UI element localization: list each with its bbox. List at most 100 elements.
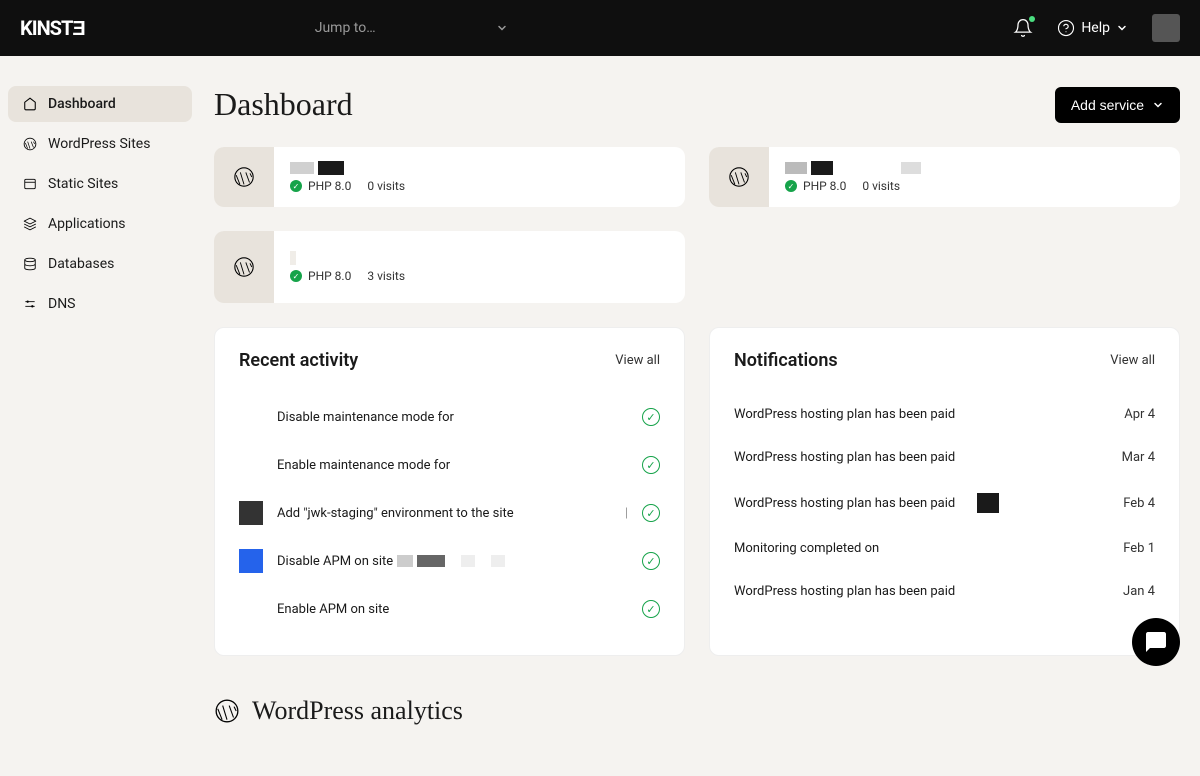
success-icon: ✓ — [642, 408, 660, 426]
success-icon: ✓ — [642, 456, 660, 474]
site-icon-box — [214, 231, 274, 303]
chevron-down-icon — [1116, 22, 1128, 34]
notification-item[interactable]: WordPress hosting plan has been paid Mar… — [734, 436, 1155, 479]
php-version: PHP 8.0 — [308, 179, 351, 193]
sidebar-item-databases[interactable]: Databases — [8, 246, 192, 282]
question-circle-icon — [1057, 19, 1075, 37]
wordpress-icon — [214, 698, 240, 724]
sidebar: Dashboard WordPress Sites Static Sites A… — [0, 56, 200, 776]
activity-item[interactable]: Disable APM on site ✓ — [239, 537, 660, 585]
browser-icon — [22, 176, 38, 192]
success-icon: ✓ — [642, 600, 660, 618]
activity-avatar — [239, 549, 263, 573]
visits-count: 0 visits — [367, 179, 405, 193]
add-service-label: Add service — [1071, 97, 1144, 113]
jump-to-dropdown[interactable]: Jump to… — [315, 20, 508, 36]
php-version: PHP 8.0 — [803, 179, 846, 193]
site-meta: ✓ PHP 8.0 0 visits — [290, 179, 669, 193]
activity-text: Disable maintenance mode for — [277, 410, 628, 425]
panel-title: Recent activity — [239, 350, 358, 371]
sidebar-item-label: Static Sites — [48, 176, 118, 192]
recent-activity-panel: Recent activity View all Disable mainten… — [214, 327, 685, 656]
layers-icon — [22, 216, 38, 232]
activity-avatar — [239, 597, 263, 621]
visits-count: 0 visits — [862, 179, 900, 193]
database-icon — [22, 256, 38, 272]
panels-grid: Recent activity View all Disable mainten… — [214, 327, 1180, 656]
activity-item[interactable]: Enable APM on site ✓ — [239, 585, 660, 633]
activity-avatar — [239, 405, 263, 429]
sidebar-item-label: WordPress Sites — [48, 136, 150, 152]
notification-text: WordPress hosting plan has been paid — [734, 407, 955, 422]
check-icon: ✓ — [290, 180, 302, 192]
notification-item[interactable]: WordPress hosting plan has been paid Feb… — [734, 479, 1155, 527]
notification-item[interactable]: Monitoring completed on Feb 1 — [734, 527, 1155, 570]
sidebar-item-label: Applications — [48, 216, 126, 232]
notification-date: Mar 4 — [1122, 450, 1155, 465]
visits-count: 3 visits — [367, 269, 405, 283]
view-all-link[interactable]: View all — [615, 353, 660, 368]
sidebar-item-label: Databases — [48, 256, 114, 272]
sidebar-item-label: Dashboard — [48, 96, 116, 112]
site-icon-box — [214, 147, 274, 207]
sidebar-item-wordpress-sites[interactable]: WordPress Sites — [8, 126, 192, 162]
notifications-button[interactable] — [1013, 18, 1033, 38]
activity-item[interactable]: Add "jwk-staging" environment to the sit… — [239, 489, 660, 537]
wordpress-icon — [233, 256, 255, 278]
notifications-panel: Notifications View all WordPress hosting… — [709, 327, 1180, 656]
site-body: ✓ PHP 8.0 0 visits — [769, 147, 1180, 207]
notification-date: Jan 4 — [1123, 584, 1155, 599]
home-icon — [22, 96, 38, 112]
notification-date: Apr 4 — [1124, 407, 1155, 422]
site-name — [290, 251, 669, 265]
analytics-header: WordPress analytics — [214, 696, 1180, 726]
site-name — [785, 161, 1164, 175]
logo[interactable]: KINSTƎ — [20, 16, 85, 41]
notification-date: Feb 4 — [1123, 496, 1155, 511]
notification-text: Monitoring completed on — [734, 541, 879, 556]
check-icon: ✓ — [785, 180, 797, 192]
notification-text: WordPress hosting plan has been paid — [734, 584, 955, 599]
main-content: Dashboard Add service ✓PHP 8.0 0 visit — [200, 56, 1200, 776]
notification-text: WordPress hosting plan has been paid — [734, 493, 999, 513]
sidebar-item-dns[interactable]: DNS — [8, 286, 192, 322]
activity-text: Enable maintenance mode for — [277, 458, 628, 473]
help-button[interactable]: Help — [1057, 19, 1128, 37]
site-card[interactable]: ✓PHP 8.0 3 visits — [214, 231, 685, 303]
site-icon-box — [709, 147, 769, 207]
wordpress-icon — [22, 136, 38, 152]
activity-avatar — [239, 453, 263, 477]
header-actions: Help — [1013, 14, 1180, 42]
analytics-title: WordPress analytics — [252, 696, 463, 726]
view-all-link[interactable]: View all — [1110, 353, 1155, 368]
site-name — [290, 161, 669, 175]
site-meta: ✓ PHP 8.0 0 visits — [785, 179, 1164, 193]
sidebar-item-applications[interactable]: Applications — [8, 206, 192, 242]
sidebar-item-dashboard[interactable]: Dashboard — [8, 86, 192, 122]
sliders-icon — [22, 296, 38, 312]
sites-grid: ✓ PHP 8.0 0 visits ✓ PHP 8.0 — [214, 147, 1180, 303]
activity-text: Disable APM on site — [277, 554, 628, 569]
site-card[interactable]: ✓ PHP 8.0 0 visits — [709, 147, 1180, 207]
sidebar-item-label: DNS — [48, 296, 76, 312]
panel-title: Notifications — [734, 350, 838, 371]
notification-indicator — [1029, 16, 1035, 22]
chevron-down-icon — [1152, 99, 1164, 111]
sidebar-item-static-sites[interactable]: Static Sites — [8, 166, 192, 202]
notification-text: WordPress hosting plan has been paid — [734, 450, 955, 465]
activity-text: Enable APM on site — [277, 602, 628, 617]
notification-item[interactable]: WordPress hosting plan has been paid Jan… — [734, 570, 1155, 613]
activity-item[interactable]: Disable maintenance mode for ✓ — [239, 393, 660, 441]
notification-item[interactable]: WordPress hosting plan has been paid Apr… — [734, 393, 1155, 436]
site-card[interactable]: ✓ PHP 8.0 0 visits — [214, 147, 685, 207]
add-service-button[interactable]: Add service — [1055, 87, 1180, 123]
site-body: ✓ PHP 8.0 0 visits — [274, 147, 685, 207]
top-header: KINSTƎ Jump to… Help — [0, 0, 1200, 56]
chat-widget[interactable] — [1132, 618, 1180, 666]
notification-date: Feb 1 — [1123, 541, 1155, 556]
activity-item[interactable]: Enable maintenance mode for ✓ — [239, 441, 660, 489]
page-header: Dashboard Add service — [214, 86, 1180, 123]
page-title: Dashboard — [214, 86, 353, 123]
success-icon: ✓ — [642, 552, 660, 570]
user-avatar[interactable] — [1152, 14, 1180, 42]
